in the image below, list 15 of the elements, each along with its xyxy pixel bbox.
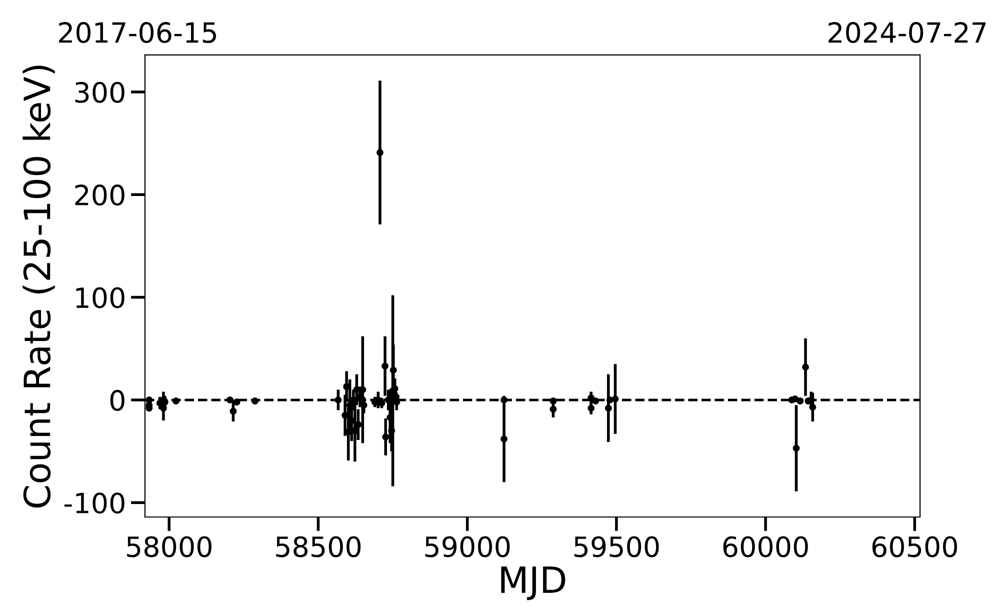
- y-tick-label: 0: [110, 390, 124, 411]
- x-tick-label: 59500: [574, 536, 659, 558]
- x-tick-label: 58500: [276, 536, 361, 558]
- x-axis-title: MJD: [501, 566, 566, 600]
- y-tick-label: 200: [75, 184, 124, 206]
- text: 2017-06-15: [59, 22, 216, 44]
- y-tick-label: 100: [76, 287, 124, 308]
- x-tick-label: 60500: [872, 536, 957, 558]
- text: 2024-07-27: [828, 22, 986, 44]
- y-axis-title: Count Rate (25-100 keV): [22, 66, 55, 508]
- y-tick-label: -100: [64, 492, 124, 514]
- y-tick-label: 300: [75, 82, 124, 103]
- x-tick-label: 58000: [127, 536, 212, 558]
- x-tick-label: 60000: [723, 536, 808, 558]
- x-tick-label: 59000: [425, 536, 510, 558]
